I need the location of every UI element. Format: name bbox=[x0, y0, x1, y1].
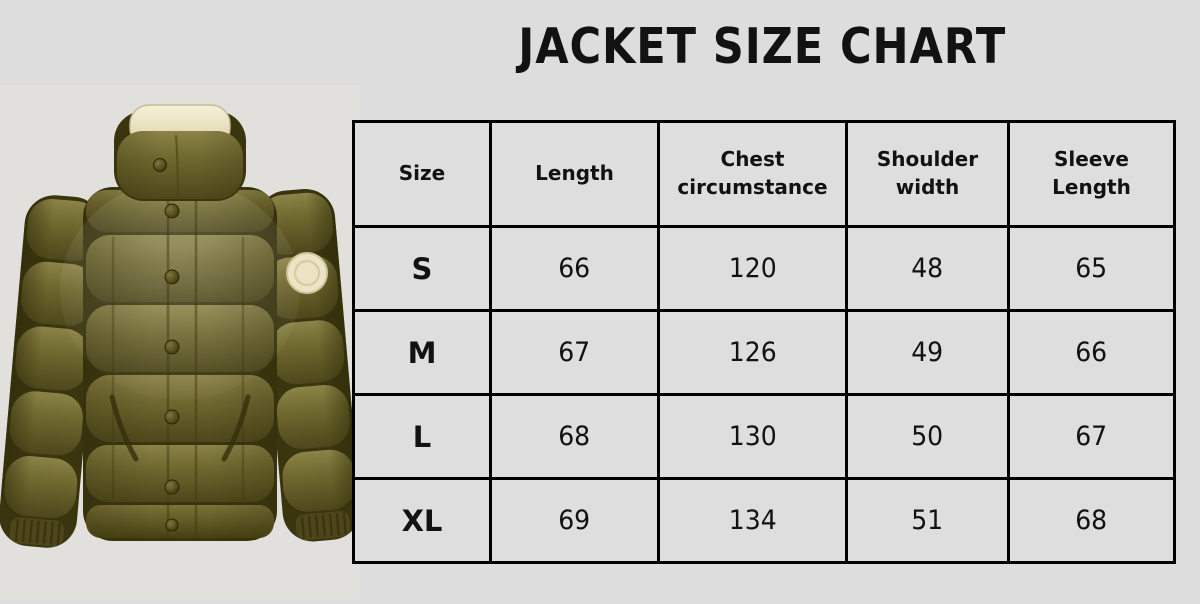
cell-length: 69 bbox=[489, 477, 660, 564]
value-text: 51 bbox=[911, 505, 944, 536]
value-text: 66 bbox=[558, 253, 591, 284]
jacket-torso bbox=[60, 180, 300, 541]
value-text: 67 bbox=[558, 337, 591, 368]
cell-sleeve: 68 bbox=[1007, 477, 1176, 564]
header-cell-shoulder: Shoulder width bbox=[845, 120, 1010, 228]
value-text: 120 bbox=[728, 253, 777, 284]
jacket-image bbox=[0, 85, 361, 600]
value-text: 68 bbox=[558, 421, 591, 452]
header-cell-sleeve: Sleeve Length bbox=[1007, 120, 1176, 228]
value-text: 68 bbox=[1075, 505, 1108, 536]
cell-shoulder: 50 bbox=[845, 393, 1010, 480]
table-row-xl: XL 69 134 51 68 bbox=[352, 477, 1176, 564]
table-row-l: L 68 130 50 67 bbox=[352, 393, 1176, 480]
value-text: 134 bbox=[728, 505, 777, 536]
value-text: 130 bbox=[728, 421, 777, 452]
value-text: 50 bbox=[911, 421, 944, 452]
page-title: JACKET SIZE CHART bbox=[352, 18, 1172, 76]
cell-sleeve: 65 bbox=[1007, 225, 1176, 312]
table-header-row: Size Length Chest circumstance Shoulder … bbox=[352, 120, 1176, 228]
value-text: 126 bbox=[728, 337, 777, 368]
cell-sleeve: 66 bbox=[1007, 309, 1176, 396]
jacket-pockets bbox=[109, 394, 251, 462]
puffer-jacket-illustration bbox=[0, 85, 361, 600]
value-text: 65 bbox=[1075, 253, 1108, 284]
snap-buttons bbox=[164, 203, 180, 532]
table-row-m: M 67 126 49 66 bbox=[352, 309, 1176, 396]
cell-length: 66 bbox=[489, 225, 660, 312]
cell-shoulder: 48 bbox=[845, 225, 1010, 312]
size-chart-table: Size Length Chest circumstance Shoulder … bbox=[352, 120, 1176, 564]
cell-chest: 126 bbox=[657, 309, 848, 396]
cell-chest: 134 bbox=[657, 477, 848, 564]
cell-size: L bbox=[352, 393, 492, 480]
cell-length: 68 bbox=[489, 393, 660, 480]
jacket-collar bbox=[114, 104, 246, 201]
header-cell-chest: Chest circumstance bbox=[657, 120, 848, 228]
value-text: 48 bbox=[911, 253, 944, 284]
value-text: 49 bbox=[911, 337, 944, 368]
cell-size: S bbox=[352, 225, 492, 312]
cell-sleeve: 67 bbox=[1007, 393, 1176, 480]
cell-length: 67 bbox=[489, 309, 660, 396]
cell-shoulder: 51 bbox=[845, 477, 1010, 564]
value-text: 67 bbox=[1075, 421, 1108, 452]
header-cell-length: Length bbox=[489, 120, 660, 228]
value-text: 66 bbox=[1075, 337, 1108, 368]
cell-chest: 130 bbox=[657, 393, 848, 480]
page-title-text: JACKET SIZE CHART bbox=[518, 18, 1006, 75]
table-row-s: S 66 120 48 65 bbox=[352, 225, 1176, 312]
header-cell-size: Size bbox=[352, 120, 492, 228]
cell-chest: 120 bbox=[657, 225, 848, 312]
logo-patch bbox=[286, 252, 328, 294]
cell-size: M bbox=[352, 309, 492, 396]
value-text: 69 bbox=[558, 505, 591, 536]
cell-shoulder: 49 bbox=[845, 309, 1010, 396]
collar-snap-button bbox=[153, 158, 167, 172]
cell-size: XL bbox=[352, 477, 492, 564]
